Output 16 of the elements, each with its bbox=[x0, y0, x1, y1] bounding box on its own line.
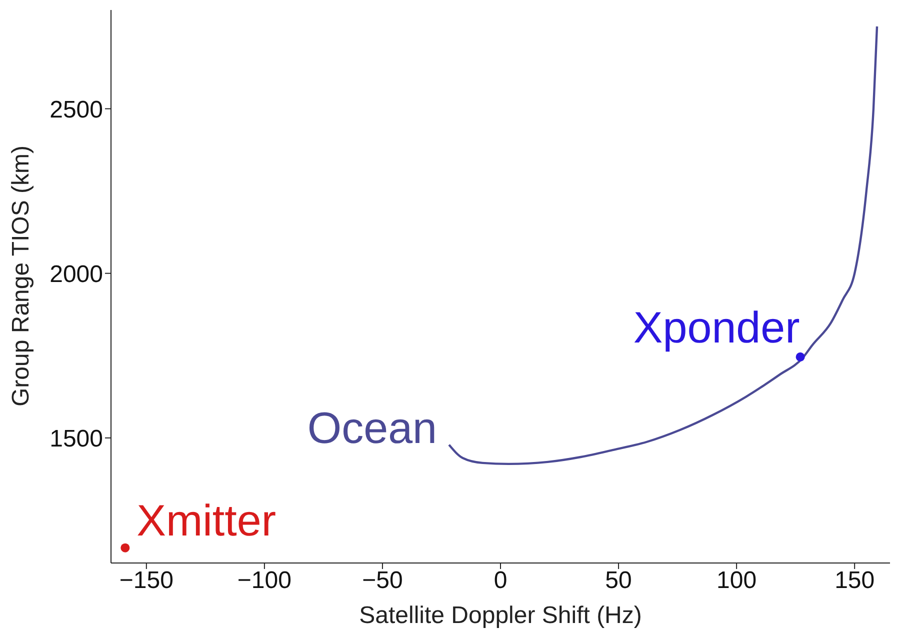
x-tick-label: 0 bbox=[494, 567, 508, 594]
x-tick-label: −50 bbox=[362, 567, 403, 594]
line-series bbox=[448, 25, 878, 466]
series-label: Ocean bbox=[307, 404, 438, 453]
y-tick-label: 1500 bbox=[50, 425, 103, 452]
y-tick-label: 2500 bbox=[50, 96, 103, 124]
x-tick-label: 50 bbox=[605, 567, 632, 594]
x-axis-title: Satellite Doppler Shift (Hz) bbox=[359, 602, 642, 629]
series-label: Xmitter bbox=[136, 496, 276, 546]
x-tick-label: −100 bbox=[237, 567, 292, 594]
x-tick-label: −150 bbox=[119, 567, 174, 594]
y-tick-label: 2000 bbox=[50, 260, 103, 288]
series-label: Xponder bbox=[633, 303, 800, 352]
y-axis-title: Group Range TIOS (km) bbox=[8, 146, 35, 406]
x-tick-label: 150 bbox=[834, 567, 875, 594]
x-tick-label: 100 bbox=[716, 567, 757, 594]
